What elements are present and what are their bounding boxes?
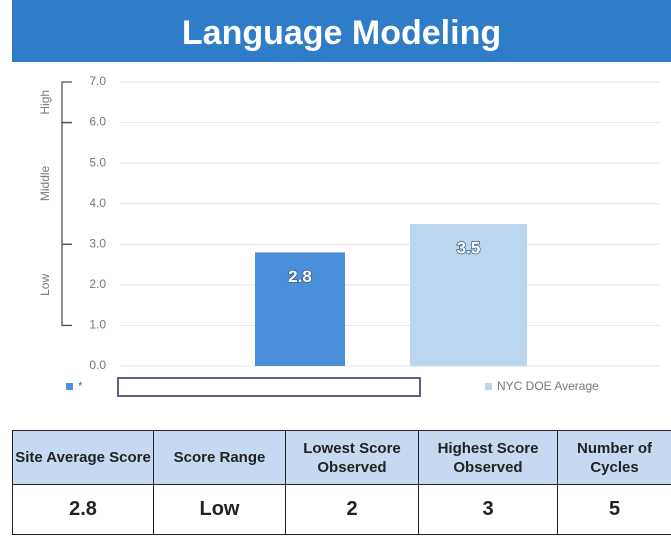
bar [255, 252, 345, 366]
y-tick-label: 3.0 [89, 236, 106, 250]
value-label: 2.8 [288, 267, 312, 286]
data-cell: 2.8 [12, 484, 154, 535]
redaction-box [117, 377, 421, 397]
title: Language Modeling [12, 0, 671, 62]
legend-label: NYC DOE Average [497, 379, 599, 393]
y-tick-label: 2.0 [89, 277, 106, 291]
y-tick-label: 4.0 [89, 196, 106, 210]
header-cell: Highest Score Observed [418, 430, 558, 485]
header-cell: Number of Cycles [557, 430, 671, 485]
data-cell: 5 [557, 484, 671, 535]
header-cell: Site Average Score [12, 430, 154, 485]
y-tick-label: 1.0 [89, 318, 106, 332]
band-bracket [61, 243, 72, 327]
legend-swatch [66, 383, 73, 390]
band-label: High [38, 90, 52, 115]
y-tick-label: 6.0 [89, 115, 106, 129]
y-tick-label: 7.0 [89, 74, 106, 88]
legend-swatch [485, 383, 492, 390]
header-row: Site Average Score Score Range Lowest Scor… [12, 430, 671, 485]
data-cell: 3 [418, 484, 558, 535]
data-row: 2.8 Low 2 3 5 [12, 484, 671, 535]
data-cell: 2 [285, 484, 419, 535]
y-tick-label: 0.0 [89, 358, 106, 372]
band-label: Low [38, 274, 52, 296]
band-bracket [61, 81, 72, 124]
band-bracket [61, 121, 72, 245]
band-label: Middle [38, 165, 52, 201]
y-tick-label: 5.0 [89, 155, 106, 169]
chart: 0.0 1.0 2.0 3.0 4.0 5.0 6.0 7.0 High Middle Low 2.8… [38, 74, 660, 397]
header-cell: Lowest Score Observed [285, 430, 419, 485]
legend-label: * [78, 379, 83, 393]
header-cell: Score Range [153, 430, 286, 485]
summary-table: Site Average Score Score Range Lowest Scor… [12, 430, 671, 535]
value-label: 3.5 [457, 238, 481, 257]
bar [410, 224, 527, 366]
data-cell: Low [153, 484, 286, 535]
